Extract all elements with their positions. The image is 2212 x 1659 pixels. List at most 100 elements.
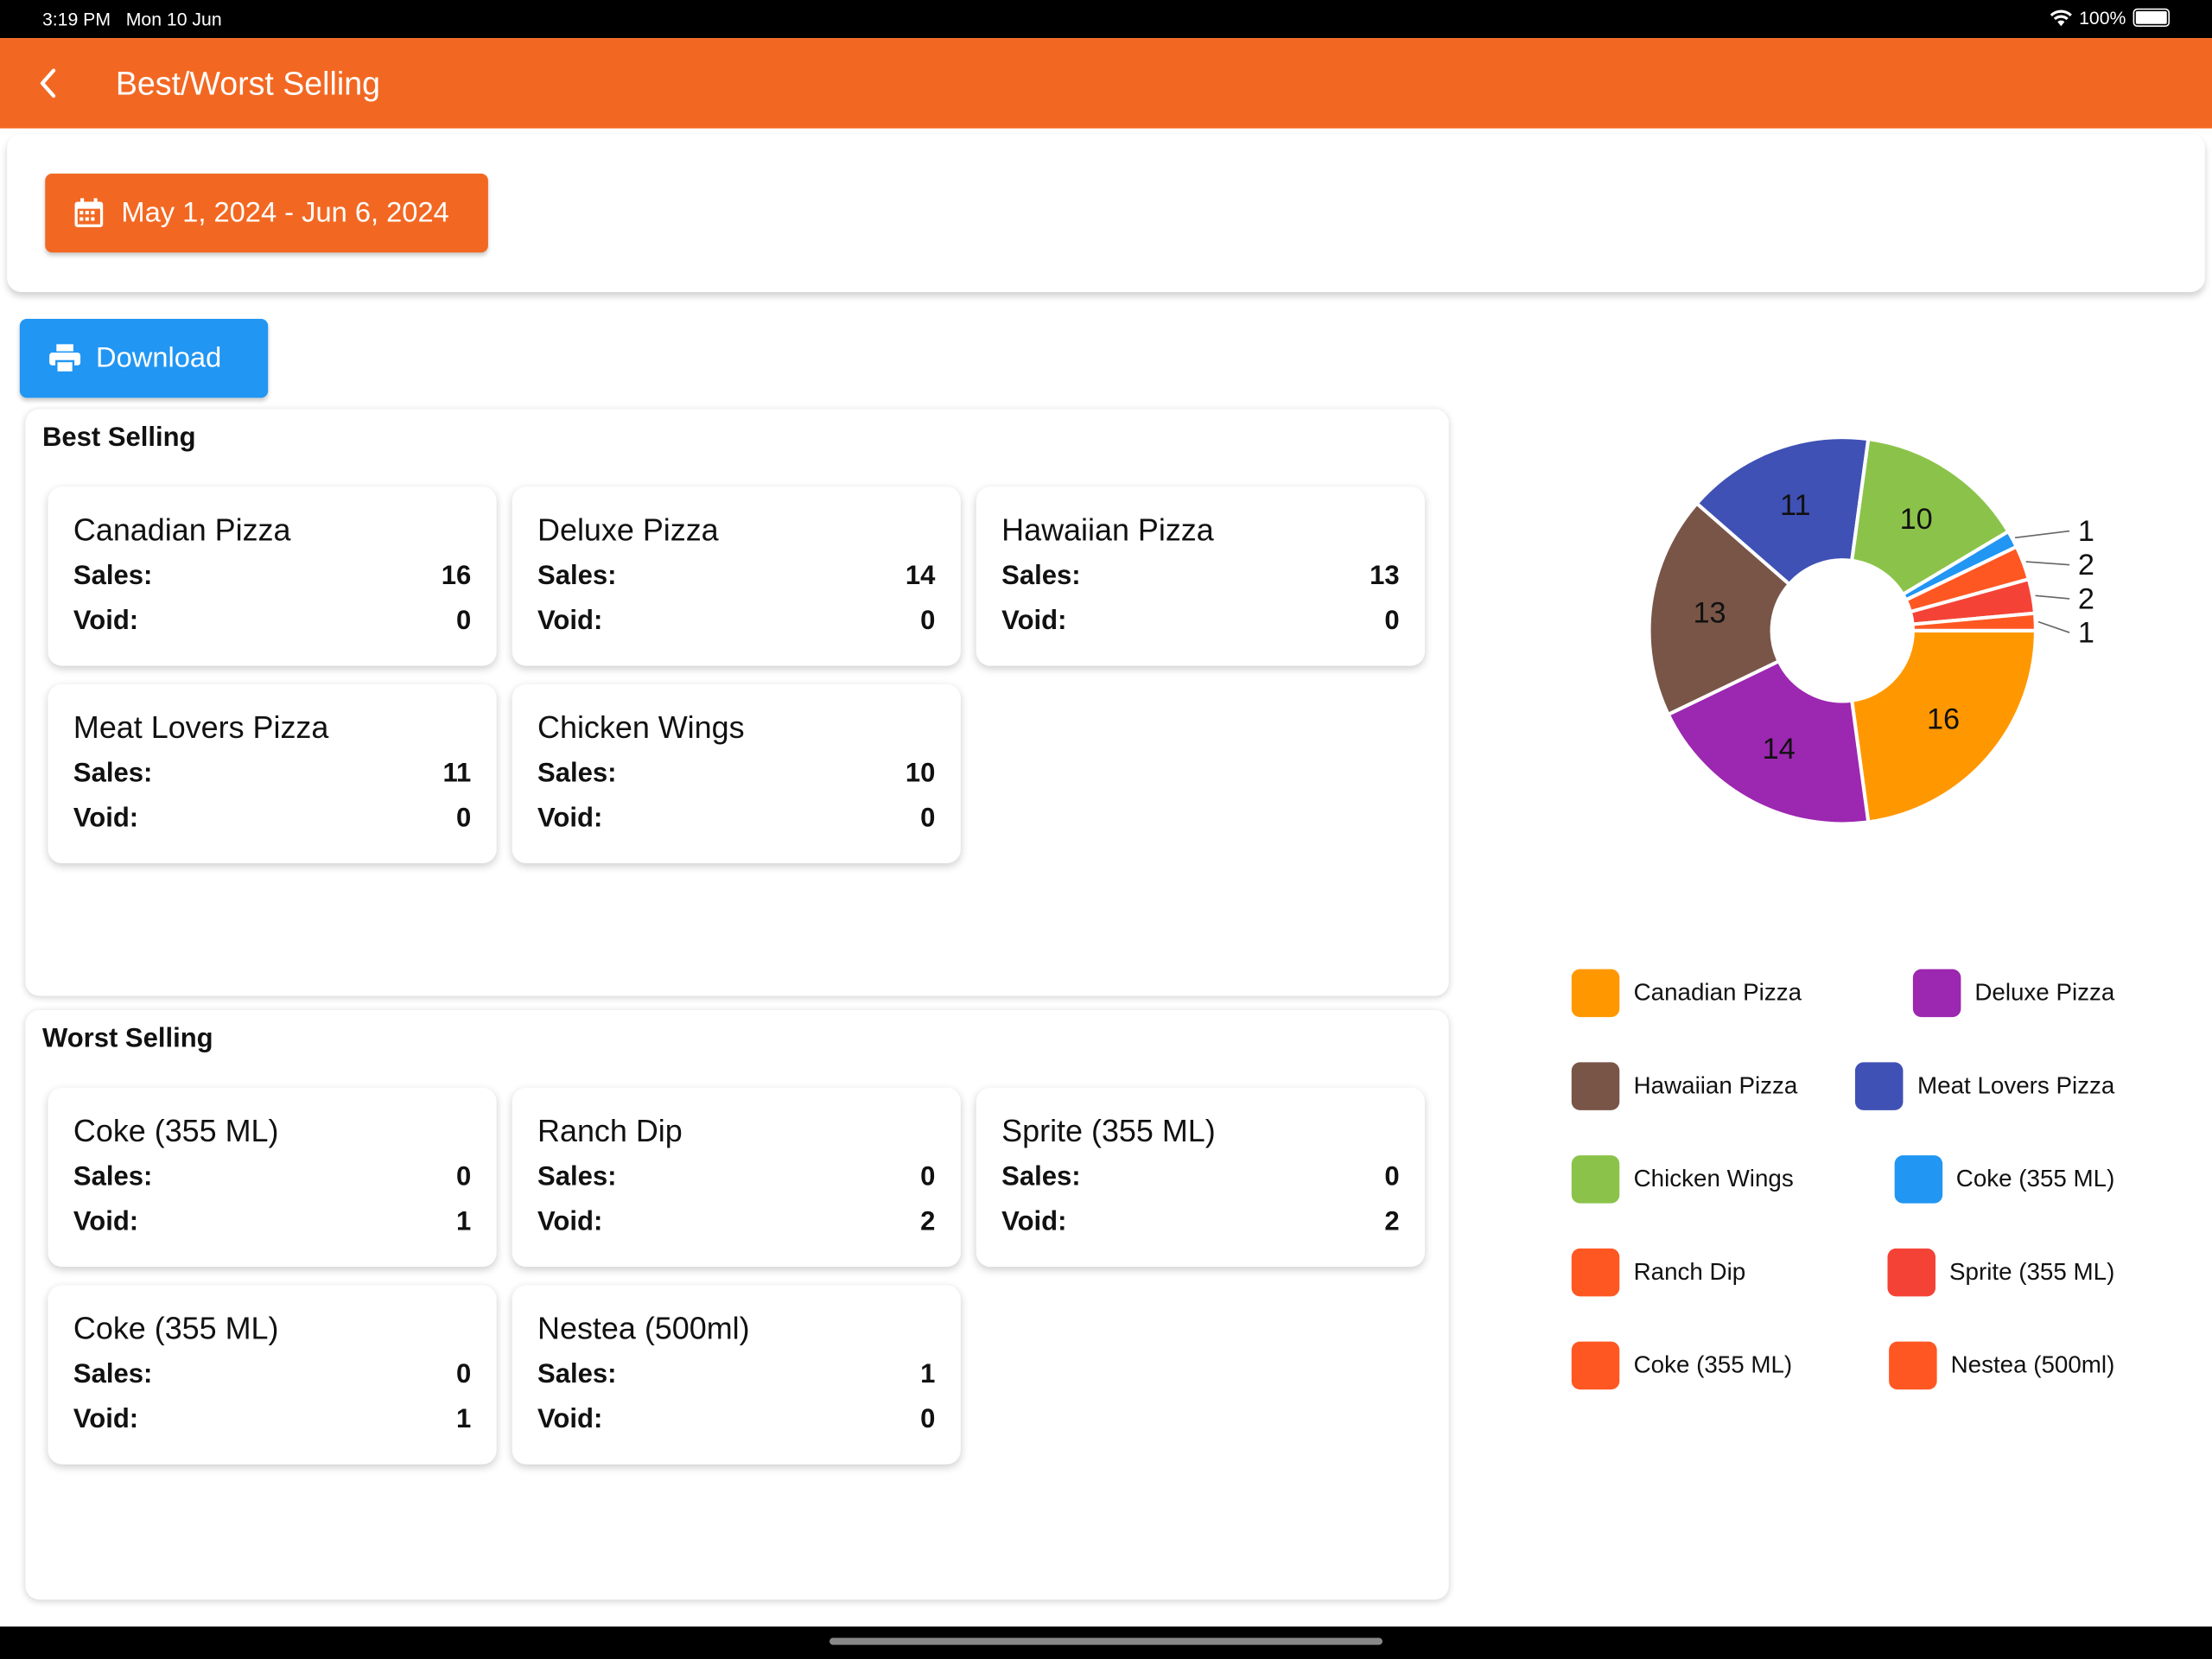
pie-slice-label: 2: [2078, 582, 2094, 615]
product-name: Chicken Wings: [537, 709, 745, 746]
chevron-left-icon[interactable]: [29, 62, 71, 105]
home-indicator-bar: [0, 1626, 2212, 1659]
sales-row: Sales: 16: [73, 562, 471, 593]
void-label: Void:: [73, 1207, 139, 1237]
void-row: Void: 0: [537, 607, 935, 638]
sales-value: 1: [920, 1359, 936, 1390]
status-date: Mon 10 Jun: [125, 8, 222, 30]
sales-label: Sales:: [537, 561, 617, 592]
void-label: Void:: [537, 804, 603, 834]
sales-label: Sales:: [73, 1162, 153, 1192]
legend-swatch: [1912, 969, 1961, 1018]
void-row: Void: 0: [73, 607, 471, 638]
pie-slice[interactable]: [1694, 435, 1871, 587]
pie-slice-label: 13: [1693, 596, 1726, 629]
sales-label: Sales:: [537, 759, 617, 789]
sales-row: Sales: 13: [1001, 562, 1399, 593]
product-card: Deluxe Pizza Sales: 14 Void: 0: [512, 486, 961, 666]
legend-label: Sprite (355 ML): [1949, 1258, 2115, 1286]
product-name: Coke (355 ML): [73, 1310, 279, 1346]
product-name: Nestea (500ml): [537, 1310, 750, 1346]
home-indicator[interactable]: [829, 1637, 1382, 1645]
date-range-label: May 1, 2024 - Jun 6, 2024: [121, 196, 449, 228]
product-name: Canadian Pizza: [73, 512, 291, 548]
void-value: 0: [456, 607, 472, 637]
legend-swatch: [1571, 1248, 1620, 1297]
pie-slice-label: 2: [2078, 549, 2094, 582]
legend-item: Ranch Dip: [1571, 1248, 1746, 1297]
pie-slice[interactable]: [1665, 658, 1871, 826]
battery-icon: [2133, 8, 2171, 28]
wifi-icon: [2050, 9, 2072, 26]
legend-label: Coke (355 ML): [1955, 1165, 2115, 1192]
sales-value: 0: [920, 1162, 936, 1192]
void-label: Void:: [73, 804, 139, 834]
void-row: Void: 0: [73, 804, 471, 836]
legend-swatch: [1571, 969, 1620, 1018]
sales-label: Sales:: [73, 1359, 153, 1390]
worst-selling-title: Worst Selling: [41, 1024, 213, 1054]
sales-row: Sales: 10: [537, 759, 935, 790]
void-label: Void:: [537, 607, 603, 637]
void-row: Void: 2: [537, 1208, 935, 1239]
sales-row: Sales: 11: [73, 759, 471, 790]
best-selling-panel: Best Selling Canadian Pizza Sales: 16 Voi…: [25, 409, 1449, 996]
legend-swatch: [1893, 1155, 1942, 1204]
product-card: Meat Lovers Pizza Sales: 11 Void: 0: [48, 683, 497, 864]
product-card: Hawaiian Pizza Sales: 13 Void: 0: [976, 486, 1425, 666]
status-time: 3:19 PM: [41, 8, 111, 30]
void-value: 0: [920, 607, 936, 637]
legend-label: Ranch Dip: [1633, 1258, 1746, 1286]
legend-label: Coke (355 ML): [1633, 1351, 1793, 1379]
pie-slice[interactable]: [1910, 611, 2037, 632]
legend-item: Nestea (500ml): [1888, 1341, 2114, 1390]
product-card: Canadian Pizza Sales: 16 Void: 0: [48, 486, 497, 666]
sales-row: Sales: 1: [537, 1360, 935, 1391]
void-label: Void:: [537, 1405, 603, 1435]
void-row: Void: 0: [1001, 607, 1399, 638]
status-right: 100%: [2050, 7, 2171, 29]
sales-value: 13: [1370, 561, 1400, 592]
sales-label: Sales:: [1001, 561, 1081, 592]
sales-row: Sales: 0: [537, 1162, 935, 1193]
pie-slice[interactable]: [1849, 436, 2012, 597]
sales-value: 0: [1384, 1162, 1400, 1192]
pie-slice-label: 16: [1927, 702, 1960, 735]
void-value: 2: [1384, 1207, 1400, 1237]
sales-label: Sales:: [1001, 1162, 1081, 1192]
product-name: Sprite (355 ML): [1001, 1113, 1216, 1148]
pie-label-leader: [2014, 530, 2070, 539]
pie-label-leader: [2025, 561, 2070, 566]
legend-item: Deluxe Pizza: [1912, 969, 2114, 1018]
date-range-button[interactable]: May 1, 2024 - Jun 6, 2024: [45, 173, 488, 253]
legend-item: Sprite (355 ML): [1887, 1248, 2115, 1297]
pie-slice-label: 14: [1763, 733, 1796, 766]
product-name: Coke (355 ML): [73, 1113, 279, 1148]
legend-swatch: [1855, 1062, 1904, 1110]
pie-slice-label: 11: [1780, 489, 1811, 522]
sales-value: 10: [905, 759, 936, 789]
product-name: Hawaiian Pizza: [1001, 512, 1214, 548]
void-value: 1: [456, 1207, 472, 1237]
legend-swatch: [1571, 1155, 1620, 1204]
sales-row: Sales: 0: [1001, 1162, 1399, 1193]
legend-item: Hawaiian Pizza: [1571, 1062, 1797, 1110]
legend-swatch: [1571, 1062, 1620, 1110]
product-card: Coke (355 ML) Sales: 0 Void: 1: [48, 1285, 497, 1465]
legend-item: Canadian Pizza: [1571, 969, 1802, 1018]
void-value: 0: [456, 804, 472, 834]
download-button[interactable]: Download: [19, 318, 269, 398]
legend-swatch: [1888, 1341, 1937, 1390]
void-row: Void: 1: [73, 1405, 471, 1436]
void-value: 1: [456, 1405, 472, 1435]
pie-slice[interactable]: [1647, 500, 1792, 717]
pie-label-leader: [2037, 620, 2070, 633]
sales-label: Sales:: [73, 759, 153, 789]
product-card: Ranch Dip Sales: 0 Void: 2: [512, 1087, 961, 1268]
product-name: Deluxe Pizza: [537, 512, 719, 548]
legend-label: Canadian Pizza: [1633, 979, 1802, 1007]
pie-slice[interactable]: [1849, 628, 2037, 824]
void-row: Void: 0: [537, 1405, 935, 1436]
